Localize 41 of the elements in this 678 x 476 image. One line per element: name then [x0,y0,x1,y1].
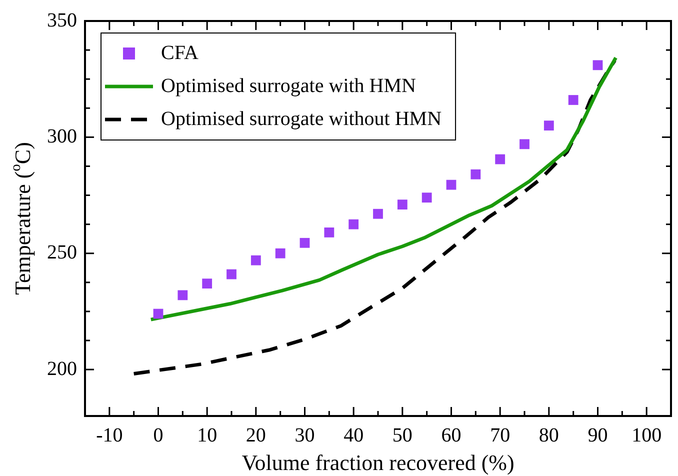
x-tick-label: 10 [197,424,218,446]
point [250,255,261,266]
y-tick-label: 300 [47,125,77,148]
point [300,238,310,248]
point [373,208,383,219]
x-tick-label: 60 [441,424,462,446]
point [592,60,603,70]
point [324,227,334,238]
point [446,180,456,190]
point [202,278,212,289]
point [178,290,188,300]
point [226,269,236,280]
y-tick-label: 200 [47,358,77,380]
x-tick-label: 30 [294,424,315,446]
point [275,248,286,258]
y-tick-label: 250 [47,242,77,264]
point [397,200,408,210]
y-tick-label: 350 [47,9,77,32]
x-tick-label: 20 [246,424,266,446]
point [495,154,506,164]
y-axis-title: Temperature (oC) [8,142,35,295]
x-tick-label: 100 [632,424,662,446]
x-tick-label: 0 [153,424,164,446]
point [568,95,578,105]
x-axis-title: Volume fraction recovered (%) [242,450,514,475]
x-tick-label: 90 [588,424,608,446]
point [470,169,481,180]
point [422,192,432,203]
legend-label: Optimised surrogate with HMN [161,74,416,97]
legend-label: CFA [161,42,199,64]
legend-label: Optimised surrogate without HMN [161,108,442,130]
line-series [132,58,617,376]
x-tick-label: 80 [538,424,559,446]
x-tick-label: 50 [392,424,412,446]
x-tick-label: 70 [490,424,510,446]
point [153,308,164,319]
point [544,120,554,131]
x-tick-label: -10 [96,424,123,446]
x-tick-label: 40 [344,424,364,446]
point [520,139,530,150]
point [348,219,359,230]
